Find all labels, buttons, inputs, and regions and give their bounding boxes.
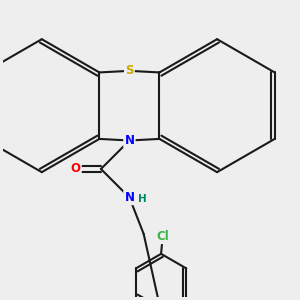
Text: N: N [124, 134, 134, 147]
Text: H: H [138, 194, 147, 204]
Text: Cl: Cl [156, 230, 169, 243]
Text: S: S [125, 64, 134, 77]
Text: O: O [70, 163, 81, 176]
Text: N: N [124, 191, 134, 204]
